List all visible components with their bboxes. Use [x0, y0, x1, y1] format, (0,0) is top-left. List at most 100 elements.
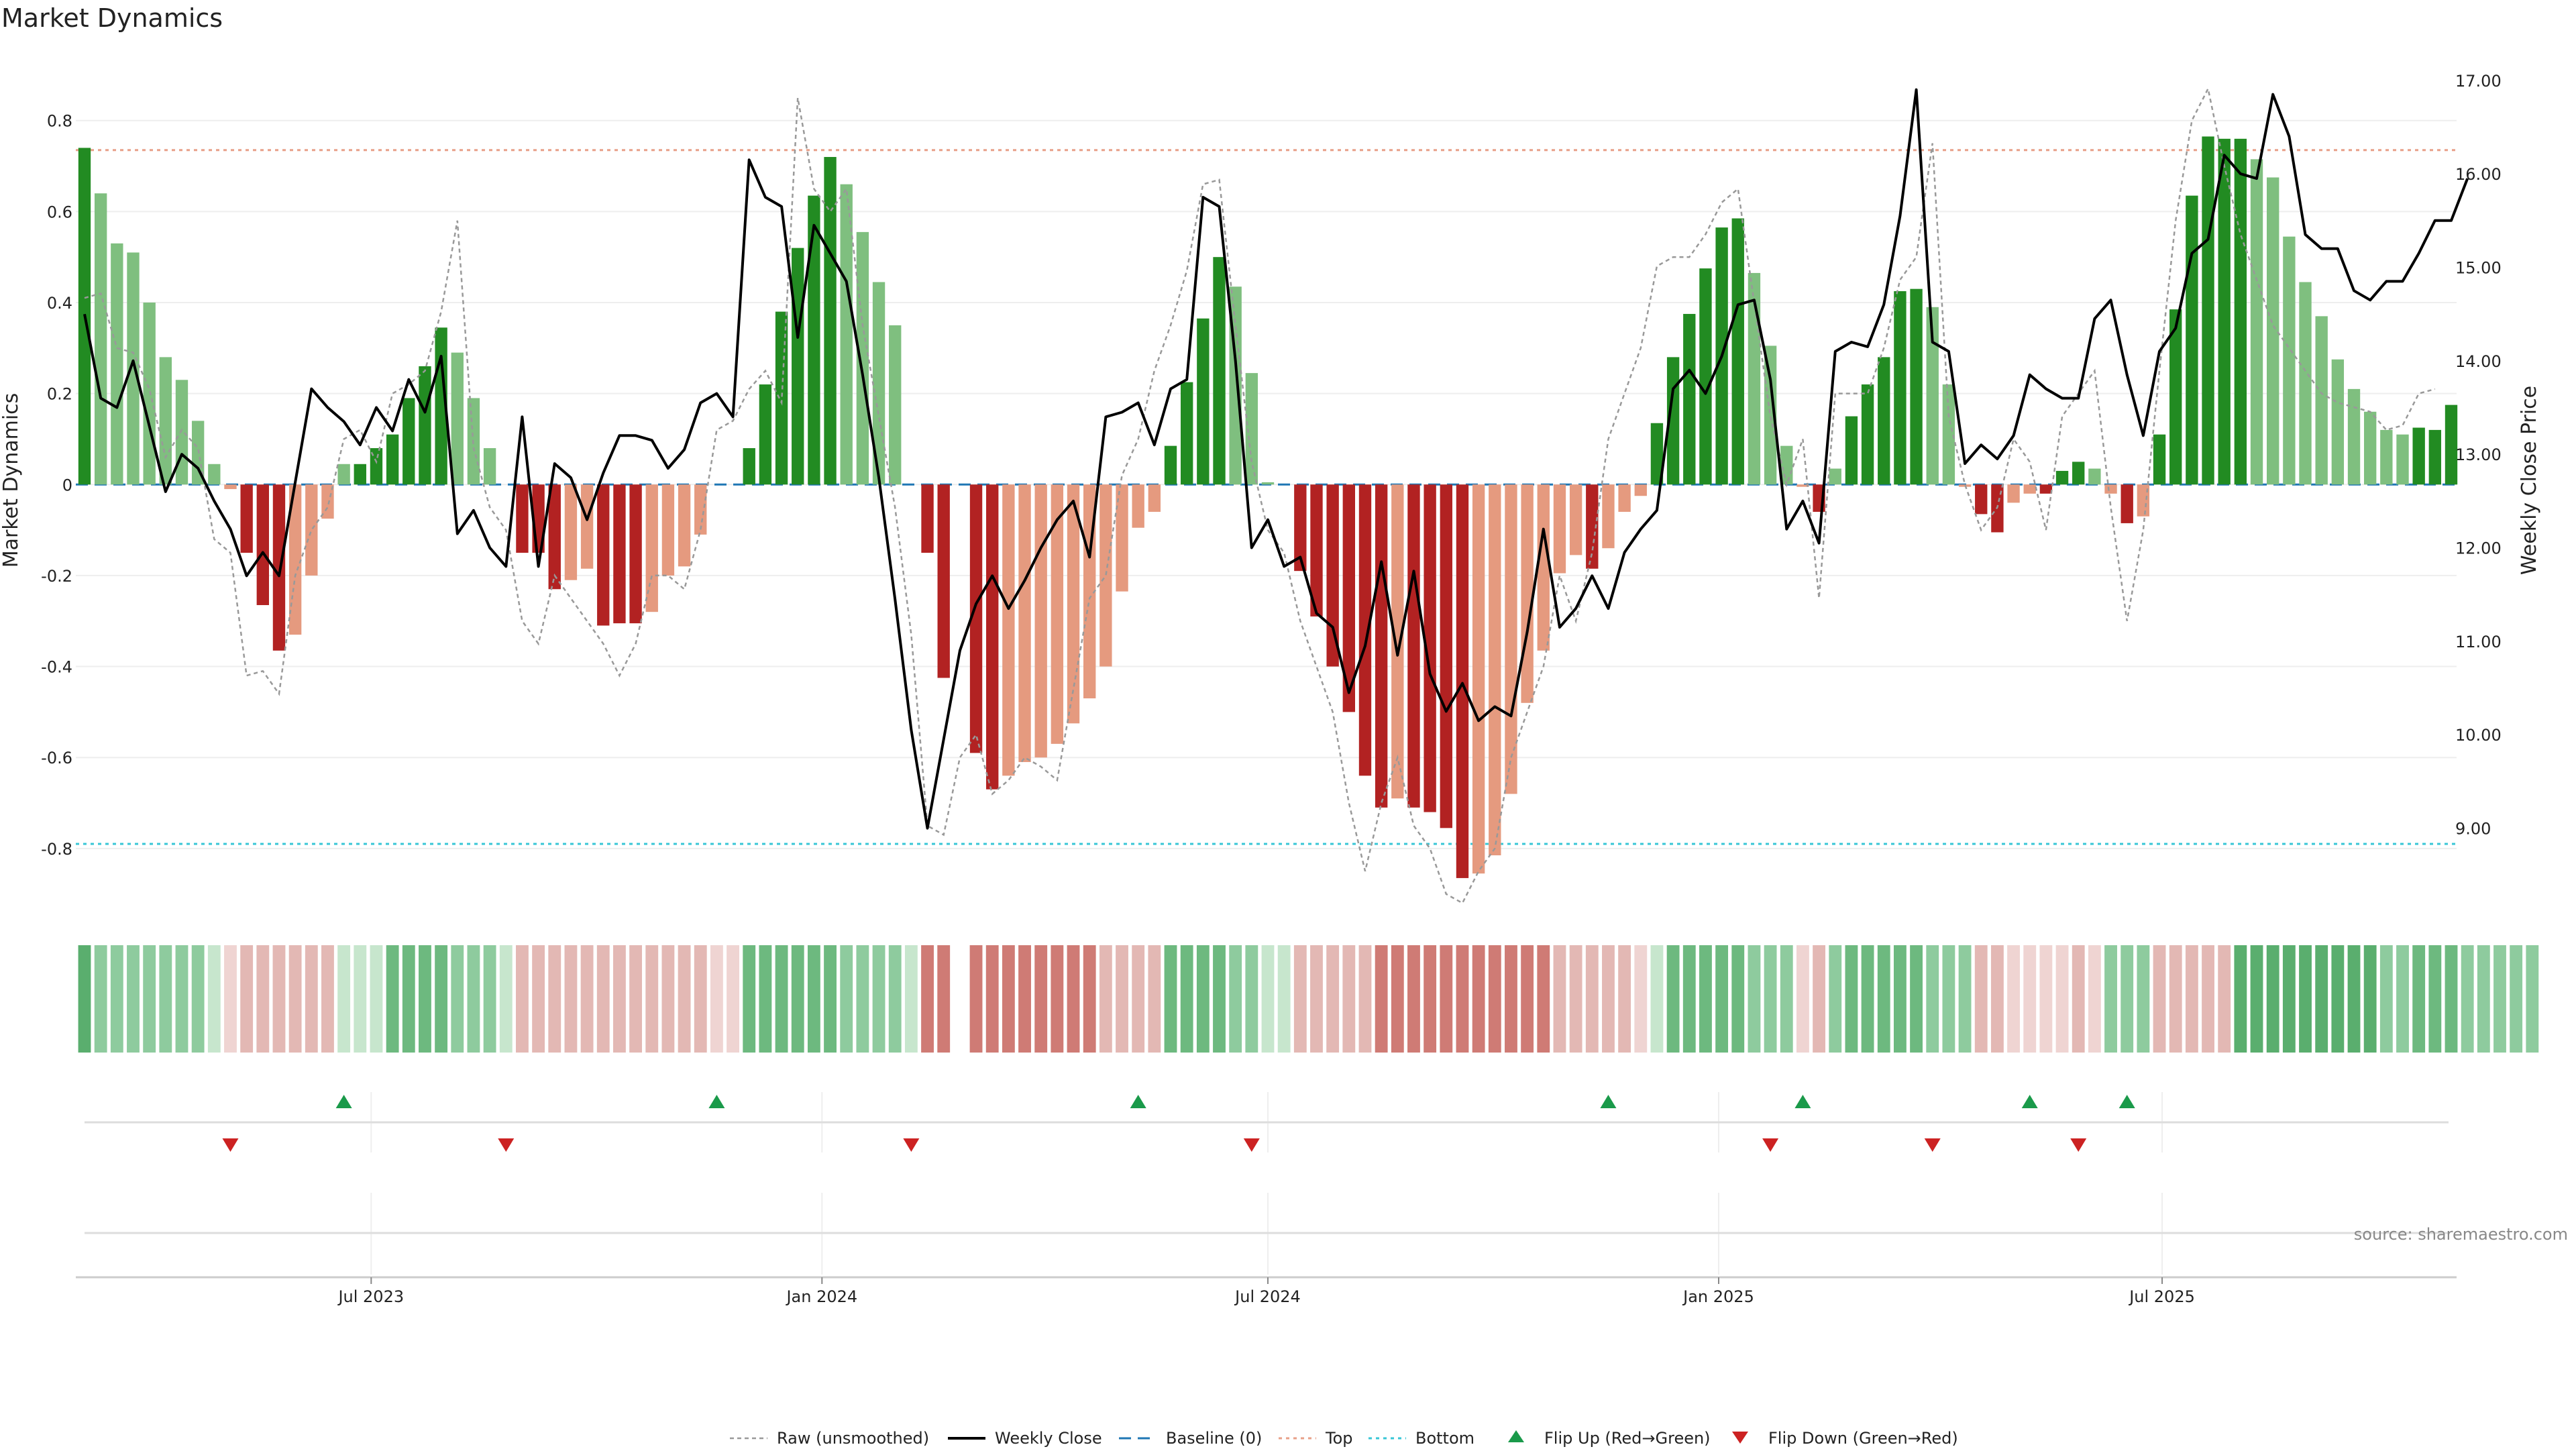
- flip-up-marker: [1600, 1095, 1617, 1108]
- dynamics-bar: [2072, 462, 2085, 485]
- regime-cell: [288, 945, 302, 1053]
- dynamics-bar: [1894, 291, 1907, 485]
- dynamics-bar: [111, 243, 123, 485]
- regime-cell: [1424, 945, 1437, 1053]
- y-axis-label: Market Dynamics: [0, 393, 23, 568]
- y2-axis-label: Weekly Close Price: [2518, 386, 2541, 575]
- dynamics-bar: [321, 484, 334, 519]
- left-axis-ticks: 0.8 0.6 0.4 0.2 0 -0.2 -0.4 -0.6 -0.8: [41, 112, 72, 859]
- dynamics-bar: [240, 484, 253, 553]
- dynamics-bar: [2331, 359, 2345, 485]
- dynamics-bar: [1051, 484, 1064, 744]
- regime-cell: [2153, 945, 2166, 1053]
- dynamics-bar: [1197, 318, 1210, 485]
- regime-cell: [1553, 945, 1566, 1053]
- dynamics-bar: [1116, 484, 1128, 592]
- regime-cell: [1164, 945, 1177, 1053]
- regime-cell: [1342, 945, 1356, 1053]
- dynamics-bar: [1537, 484, 1550, 651]
- regime-cell: [1877, 945, 1890, 1053]
- regime-cell: [1293, 945, 1307, 1053]
- regime-cell: [1067, 945, 1080, 1053]
- regime-cell: [1099, 945, 1112, 1053]
- regime-cell: [1602, 945, 1615, 1053]
- dynamics-bar: [1942, 384, 1955, 485]
- dynamics-bar: [645, 484, 658, 612]
- regime-cell: [775, 945, 788, 1053]
- regime-cell: [2104, 945, 2117, 1053]
- dynamics-bar: [224, 484, 237, 490]
- regime-cell: [2072, 945, 2085, 1053]
- y-tick-label: -0.8: [41, 840, 72, 859]
- dynamics-bar: [419, 366, 431, 485]
- dynamics-bar: [2104, 484, 2117, 494]
- dynamics-bar: [1164, 445, 1177, 485]
- dynamics-bar: [354, 464, 366, 485]
- dynamics-bar: [1456, 484, 1469, 878]
- dynamics-bar: [1358, 484, 1372, 776]
- regime-cell: [110, 945, 123, 1053]
- dynamics-bar: [1666, 357, 1680, 485]
- y-tick-label: -0.6: [41, 749, 72, 767]
- dynamics-bar: [2055, 470, 2069, 485]
- regime-cell: [694, 945, 707, 1053]
- dynamics-bar: [1261, 482, 1275, 485]
- dynamics-bar: [2347, 388, 2361, 485]
- regime-cell: [2055, 945, 2069, 1053]
- regime-cell: [1277, 945, 1291, 1053]
- dynamics-bar: [1926, 307, 1939, 485]
- dynamics-bar: [2250, 159, 2263, 485]
- regime-cell: [272, 945, 286, 1053]
- dynamics-bar: [2137, 484, 2150, 517]
- dynamics-bar: [402, 398, 415, 485]
- regime-cell: [1083, 945, 1096, 1053]
- reference-lines: [76, 149, 2457, 845]
- regime-cell: [937, 945, 951, 1053]
- regime-cell: [743, 945, 756, 1053]
- dynamics-bar: [1294, 484, 1307, 572]
- regime-cell: [2121, 945, 2134, 1053]
- regime-cell: [435, 945, 448, 1053]
- dynamics-bar: [694, 484, 707, 535]
- dynamics-bar: [1424, 484, 1436, 812]
- x-tick-label: Jul 2023: [337, 1287, 404, 1306]
- dynamics-bar: [986, 484, 999, 790]
- regime-cell: [2039, 945, 2053, 1053]
- dynamics-bar: [1407, 484, 1420, 808]
- regime-cell: [1942, 945, 1955, 1053]
- dynamics-bar: [2412, 427, 2425, 485]
- dynamics-bar: [1342, 484, 1356, 712]
- dynamics-bar: [143, 303, 156, 485]
- flip-down-marker: [222, 1138, 239, 1152]
- dynamics-bar: [1375, 484, 1388, 808]
- flip-up-marker: [335, 1095, 352, 1108]
- regime-cell: [467, 945, 480, 1053]
- dynamics-bar: [1634, 484, 1647, 496]
- dynamics-bar: [127, 252, 140, 485]
- regime-cell: [143, 945, 156, 1053]
- dynamics-bar: [2121, 484, 2133, 523]
- dynamics-bar: [937, 484, 950, 678]
- dynamics-bar: [1878, 357, 1890, 485]
- flip-down-marker: [903, 1138, 920, 1152]
- regime-cell: [2461, 945, 2474, 1053]
- regime-cell: [904, 945, 918, 1053]
- dynamics-bar: [2169, 309, 2182, 485]
- regime-cell: [613, 945, 626, 1053]
- dynamics-bar: [792, 248, 804, 485]
- dynamics-bar: [1845, 416, 1858, 485]
- y-tick-label: 0: [62, 476, 72, 494]
- regime-cell: [305, 945, 318, 1053]
- regime-cell: [2202, 945, 2214, 1053]
- dynamics-bar: [1553, 484, 1566, 574]
- source-label: source: sharemaestro.com: [2354, 1225, 2568, 1244]
- y-tick-label: 0.8: [47, 112, 72, 131]
- y-tick-label: -0.4: [41, 658, 72, 677]
- dynamics-bar: [516, 484, 529, 553]
- dynamics-bar: [2218, 138, 2231, 485]
- regime-cell: [1018, 945, 1031, 1053]
- dynamics-bar: [1018, 484, 1031, 762]
- dynamics-bar: [661, 484, 675, 576]
- regime-cell: [127, 945, 140, 1053]
- regime-cell: [2412, 945, 2426, 1053]
